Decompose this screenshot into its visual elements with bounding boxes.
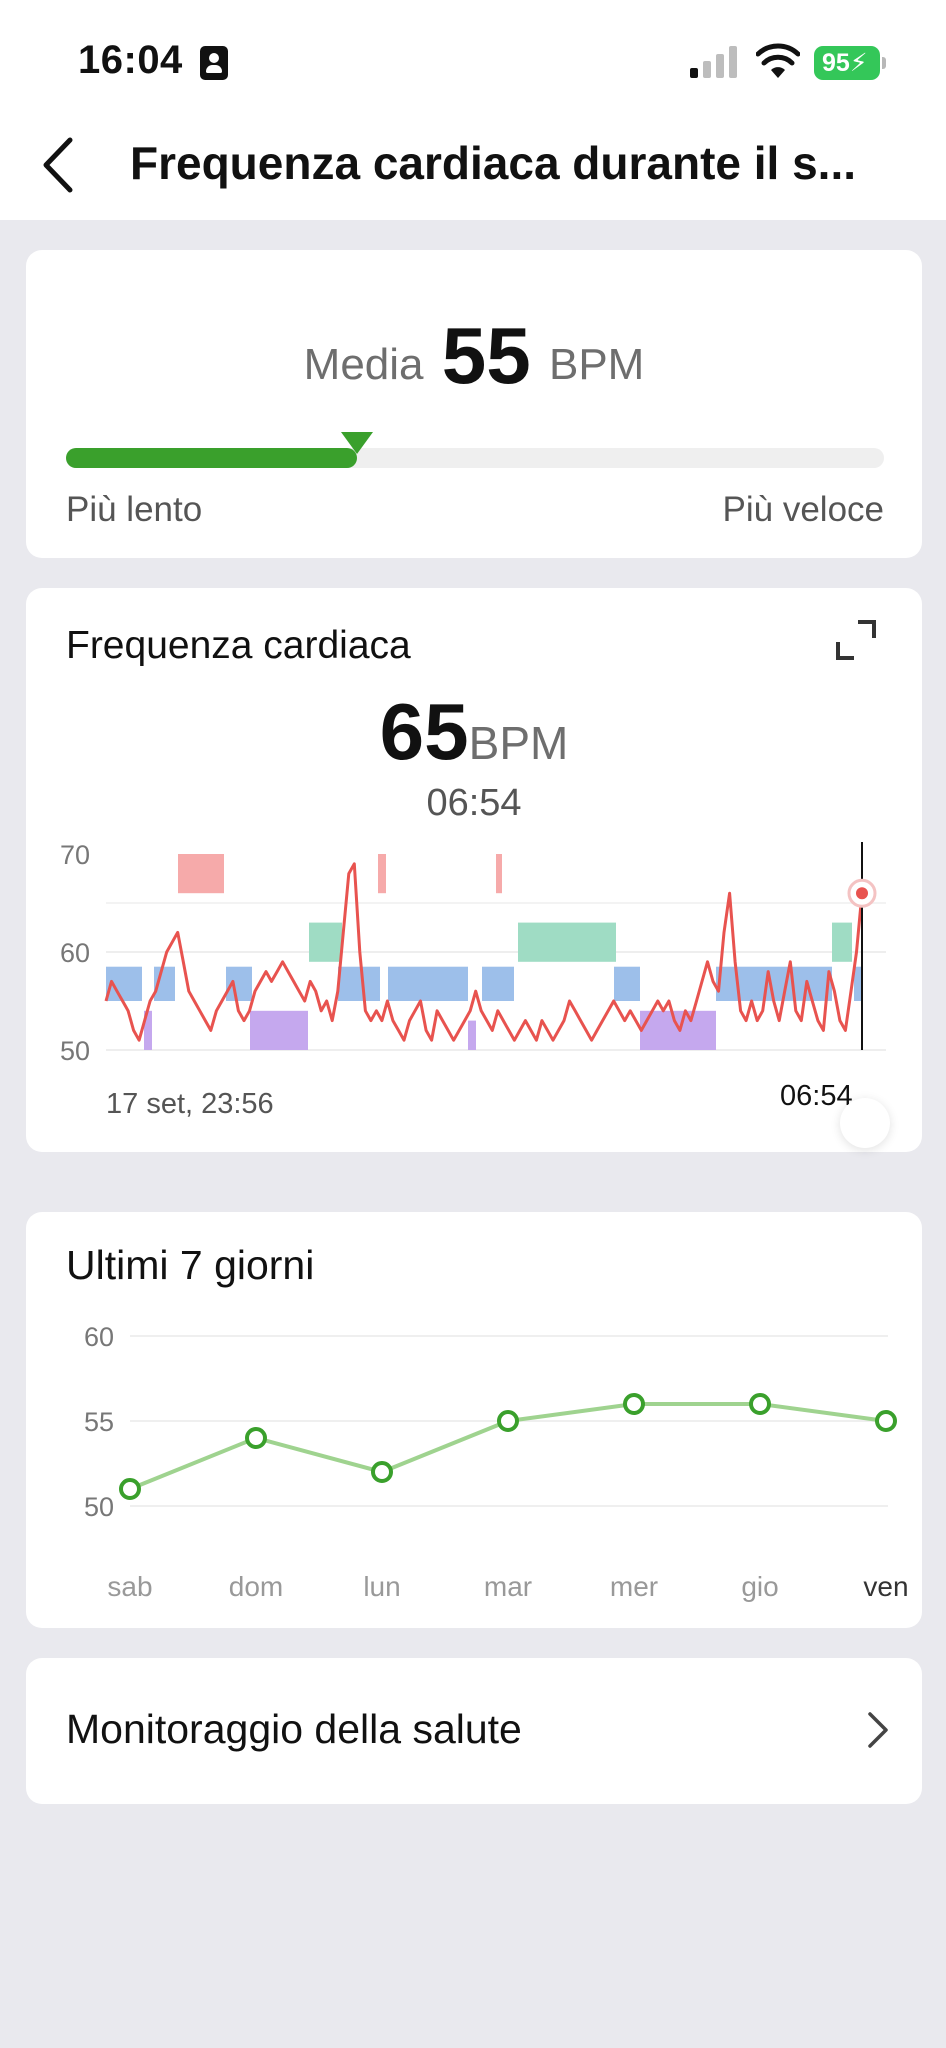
average-card: Media 55 BPM Più lento Più veloce <box>26 250 922 558</box>
average-unit: BPM <box>548 340 645 389</box>
wifi-icon <box>756 43 800 78</box>
page-title: Frequenza cardiaca durante il s... <box>130 137 857 189</box>
x-tick-label: sab <box>107 1571 152 1602</box>
heart-rate-title: Frequenza cardiaca <box>66 624 411 667</box>
weekly-card: Ultimi 7 giorni 50 55 60 sab dom lun mar mer gio… <box>26 1212 922 1628</box>
x-tick-label: lun <box>363 1571 400 1602</box>
slower-label: Più lento <box>66 490 203 529</box>
average-summary: Media 55 BPM <box>26 310 922 402</box>
fullscreen-expand-icon[interactable] <box>834 618 878 662</box>
heart-rate-time: 06:54 <box>426 782 522 824</box>
average-label: Media <box>303 340 424 389</box>
sleep-stage-band <box>144 1010 152 1050</box>
y-tick-label: 60 <box>60 938 90 968</box>
heart-rate-readout: 65BPM <box>26 686 922 778</box>
x-tick-label: ven <box>863 1571 908 1602</box>
heart-rate-unit: BPM <box>468 717 569 769</box>
chart-scrub-handle[interactable] <box>840 1098 890 1148</box>
sleep-stage-band <box>832 922 852 962</box>
heart-rate-card: Frequenza cardiaca 65BPM 06:54 50 60 70 17… <box>26 588 922 1152</box>
y-tick-label: 50 <box>60 1036 90 1066</box>
chevron-right-icon <box>868 1712 888 1748</box>
weekly-point <box>497 1410 519 1432</box>
health-monitoring-label: Monitoraggio della salute <box>66 1706 522 1752</box>
sleep-stage-band <box>378 854 386 894</box>
health-monitoring-row[interactable]: Monitoraggio della salute <box>26 1658 922 1804</box>
y-tick-label: 50 <box>84 1492 114 1522</box>
heart-rate-line <box>104 862 864 1042</box>
weekly-point <box>875 1410 897 1432</box>
chart-end-label: 06:54 <box>780 1080 853 1112</box>
y-tick-label: 70 <box>60 840 90 870</box>
cursor-point <box>856 887 868 900</box>
battery-icon: 95⚡ <box>814 46 886 80</box>
status-time: 16:04 <box>78 38 183 82</box>
weekly-point <box>245 1427 267 1449</box>
weekly-point <box>623 1393 645 1415</box>
sleep-stage-band <box>640 1010 716 1050</box>
sleep-stage-band <box>614 966 640 1001</box>
cellular-signal-icon <box>690 46 737 78</box>
sleep-stage-band <box>854 966 862 1001</box>
x-tick-label: gio <box>741 1571 778 1602</box>
sleep-stage-band <box>468 1020 476 1050</box>
sleep-stage-band <box>338 966 380 1001</box>
back-arrow-icon[interactable] <box>36 132 86 198</box>
weekly-chart: 50 55 60 sab dom lun mar mer gio ven <box>84 1322 909 1602</box>
weekly-title: Ultimi 7 giorni <box>66 1242 315 1288</box>
weekly-point <box>119 1478 141 1500</box>
x-tick-label: dom <box>229 1571 283 1602</box>
y-tick-label: 55 <box>84 1407 114 1437</box>
average-range-fill <box>66 448 358 468</box>
average-marker-icon <box>341 432 374 454</box>
sleep-stage-band <box>482 966 514 1001</box>
weekly-point <box>749 1393 771 1415</box>
chart-start-label: 17 set, 23:56 <box>106 1088 274 1120</box>
sleep-stage-band <box>496 854 502 894</box>
heart-rate-chart[interactable]: 50 60 70 <box>26 838 922 1068</box>
weekly-point <box>371 1461 393 1483</box>
average-range-bar <box>66 448 884 468</box>
battery-level: 95 <box>822 49 850 77</box>
average-value: 55 <box>441 311 531 400</box>
sleep-stage-band <box>388 966 468 1001</box>
x-tick-label: mer <box>610 1571 658 1602</box>
sleep-stage-band <box>250 1010 308 1050</box>
x-tick-label: mar <box>484 1571 532 1602</box>
y-tick-label: 60 <box>84 1322 114 1352</box>
faster-label: Più veloce <box>722 490 884 529</box>
sleep-stage-band <box>309 922 342 962</box>
sleep-stage-band <box>518 922 616 962</box>
sleep-stage-band <box>178 854 224 894</box>
heart-rate-value: 65 <box>379 687 469 776</box>
contact-card-icon <box>200 46 228 80</box>
top-bar: 16:04 95⚡ Frequenza cardiaca durante il … <box>0 0 946 220</box>
